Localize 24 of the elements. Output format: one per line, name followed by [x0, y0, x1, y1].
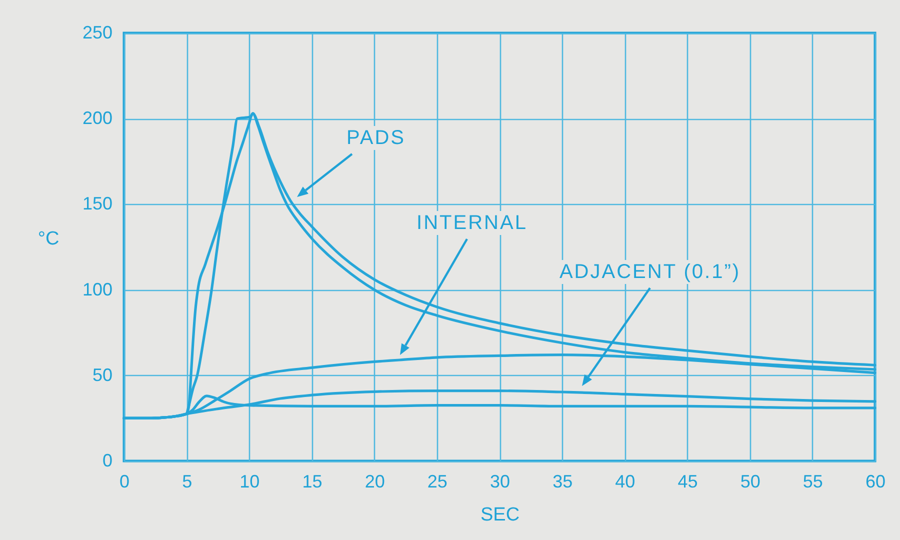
y-tick-label: 50 — [92, 364, 112, 385]
x-tick-label: 0 — [119, 472, 130, 492]
y-tick-label: 150 — [82, 194, 112, 214]
y-tick-label: 250 — [82, 22, 112, 42]
annotation: ADJACENT (0.1”) — [559, 261, 741, 283]
x-tick-label: 40 — [615, 472, 636, 492]
x-tick-label: 30 — [490, 472, 510, 492]
x-tick-label: 50 — [740, 472, 760, 492]
y-tick-label: 0 — [102, 450, 112, 470]
y-tick-label: 100 — [82, 279, 112, 300]
x-tick-label: 45 — [678, 472, 698, 492]
x-tick-label: 25 — [427, 472, 448, 492]
x-tick-label: 15 — [302, 472, 322, 492]
x-tick-label: 20 — [364, 472, 385, 492]
annotation: PADS — [346, 127, 406, 149]
x-tick-label: 60 — [865, 472, 886, 492]
x-tick-label: 5 — [182, 472, 192, 492]
x-axis-title: SEC — [480, 504, 520, 526]
x-tick-label: 35 — [552, 472, 573, 492]
y-axis-title: °C — [38, 228, 60, 250]
x-tick-label: 10 — [240, 472, 260, 492]
y-tick-label: 200 — [82, 108, 112, 128]
x-tick-label: 55 — [802, 472, 823, 492]
annotation: INTERNAL — [416, 212, 528, 234]
